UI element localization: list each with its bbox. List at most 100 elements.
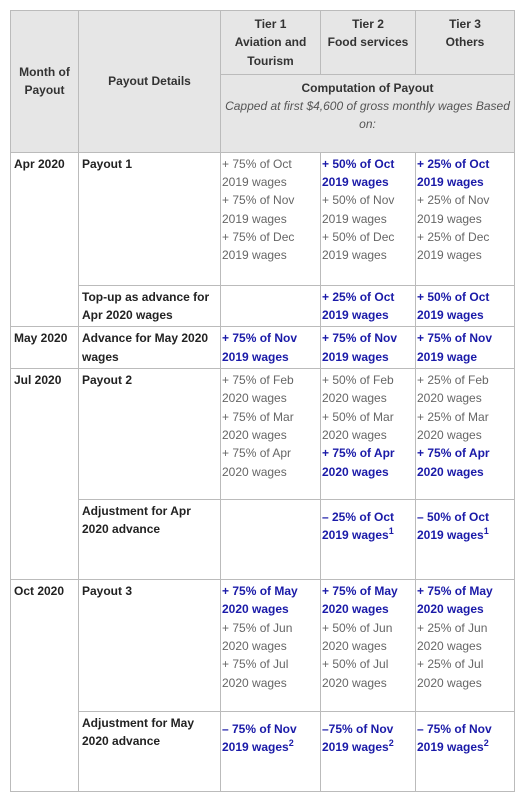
- line-text: + 75% of May 2020 wages: [322, 584, 398, 617]
- footnote-ref: 2: [288, 738, 294, 749]
- payout-line: + 25% of Jun 2020 wages: [417, 619, 511, 656]
- tier-cell: + 50% of Feb 2020 wages + 50% of Mar 2020…: [320, 368, 416, 501]
- line-text: + 25% of Mar 2020 wages: [417, 409, 489, 442]
- tier: Tier 3: [449, 17, 481, 31]
- table-row: Jul 2020 Payout 2 + 75% of Feb 2020 wages +…: [10, 368, 515, 581]
- payout-line: + 25% of Oct 2019 wages: [417, 155, 511, 192]
- line-text: + 25% of Jun 2020 wages: [417, 620, 488, 653]
- payout-line: + 25% of Oct 2019 wages: [322, 288, 412, 325]
- line-text: + 75% of May 2020 wages: [417, 584, 493, 617]
- tier-cell: + 75% of Feb 2020 wages + 75% of Mar 2020…: [220, 368, 321, 501]
- payout-details: Adjustment for Apr 2020 advance: [78, 499, 221, 581]
- line-text: + 75% of Jul 2020 wages: [222, 657, 289, 690]
- line-text: + 75% of May 2020 wages: [222, 584, 298, 617]
- payout-details: Adjustment for May 2020 advance: [78, 711, 221, 793]
- line-text: + 50% of Feb 2020 wages: [322, 373, 394, 406]
- month: Jul 2020: [10, 368, 79, 581]
- footnote-ref: 2: [388, 738, 394, 749]
- table-row: Apr 2020 Payout 1 + 75% of Oct 2019 wages +…: [10, 151, 515, 328]
- payout-line: + 75% of Mar 2020 wages: [222, 408, 317, 445]
- tier-cell: + 75% of Nov 2019 wage: [415, 326, 515, 370]
- tier-header: Tier 2 Food services: [320, 10, 416, 75]
- payout-line: + 50% of Oct 2019 wages: [322, 155, 412, 192]
- month: May 2020: [10, 326, 79, 370]
- payout-line: + 50% of Mar 2020 wages: [322, 408, 412, 445]
- tier-cell: + 75% of May 2020 wages + 25% of Jun 2020…: [415, 579, 515, 713]
- table-row: Oct 2020 Payout 3 + 75% of May 2020 wages +…: [10, 579, 515, 793]
- line-text: + 25% of Oct 2019 wages: [322, 289, 395, 323]
- payout-line: + 25% of Jul 2020 wages: [417, 655, 511, 692]
- tier-cell: + 50% of Oct 2019 wages: [415, 284, 515, 328]
- line-text: + 25% of Feb 2020 wages: [417, 373, 489, 406]
- line-text: – 25% of Oct 2019 wages: [322, 510, 395, 543]
- payout-line: + 75% of Jun 2020 wages: [222, 619, 317, 656]
- line-text: + 50% of Dec 2019 wages: [322, 230, 395, 263]
- payout-line: + 50% of Jul 2020 wages: [322, 655, 412, 692]
- line-text: + 75% of Nov 2019 wages: [222, 193, 295, 226]
- payout-details: Advance for May 2020 wages: [78, 326, 221, 370]
- payout-line: + 25% of Mar 2020 wages: [417, 408, 511, 445]
- footnote-ref: 1: [483, 526, 489, 537]
- tier: Tier 2: [352, 17, 384, 31]
- table-row: Top-up as advance for Apr 2020 wages + 25…: [11, 284, 515, 328]
- month: Oct 2020: [10, 579, 79, 793]
- payout-line: + 75% of Feb 2020 wages: [222, 371, 317, 408]
- tier-cell: + 50% of Oct 2019 wages + 50% of Nov 2019…: [320, 151, 416, 286]
- payout-line: –75% of Nov 2019 wages2: [322, 720, 412, 757]
- computation-header: Computation of Payout Capped at first $4,…: [220, 73, 515, 153]
- tier-cell: – 25% of Oct 2019 wages1: [320, 499, 416, 581]
- payout-line: – 50% of Oct 2019 wages1: [417, 508, 511, 545]
- line-text: + 75% of Dec 2019 wages: [222, 230, 295, 263]
- tier-cell: –75% of Nov 2019 wages2: [320, 711, 416, 793]
- tier-cell: + 75% of May 2020 wages + 50% of Jun 2020…: [320, 579, 416, 713]
- payout-line: – 75% of Nov 2019 wages2: [222, 720, 317, 757]
- tier-cell: + 75% of Nov 2019 wages: [320, 326, 416, 370]
- line-text: + 75% of Oct 2019 wages: [222, 156, 292, 190]
- line-text: + 75% of Apr 2020 wages: [417, 446, 490, 479]
- payout-line: + 75% of May 2020 wages: [417, 582, 511, 619]
- month-header: Month of Payout: [10, 10, 79, 153]
- payout-line: + 25% of Nov 2019 wages: [417, 191, 511, 228]
- line-text: + 50% of Oct 2019 wages: [417, 289, 490, 323]
- payout-line: + 25% of Feb 2020 wages: [417, 371, 511, 408]
- payout-line: + 75% of Apr 2020 wages: [417, 444, 511, 481]
- line-text: – 50% of Oct 2019 wages: [417, 510, 490, 543]
- table-row: May 2020 Advance for May 2020 wages + 75% …: [10, 326, 515, 370]
- sector: Food services: [327, 35, 409, 50]
- line-text: + 75% of Apr 2020 wages: [222, 446, 292, 479]
- line-text: + 25% of Jul 2020 wages: [417, 657, 484, 690]
- tier-header: Tier 1 Aviation and Tourism: [220, 10, 321, 75]
- line-text: + 75% of Mar 2020 wages: [222, 409, 294, 442]
- payout-line: + 25% of Dec 2019 wages: [417, 228, 511, 265]
- line-text: + 75% of Feb 2020 wages: [222, 373, 294, 406]
- line-text: + 25% of Oct 2019 wages: [417, 156, 490, 190]
- line-text: + 75% of Nov 2019 wages: [222, 331, 298, 364]
- tier-cell: – 50% of Oct 2019 wages1: [415, 499, 515, 581]
- payout-details: Payout 2: [78, 368, 221, 501]
- payout-line: + 75% of May 2020 wages: [222, 582, 317, 619]
- line-text: + 75% of Nov 2019 wage: [417, 331, 493, 364]
- computation-title: Computation of Payout: [301, 80, 434, 95]
- payout-line: + 75% of Jul 2020 wages: [222, 655, 317, 692]
- line-text: + 75% of Jun 2020 wages: [222, 620, 293, 653]
- payout-line: + 75% of May 2020 wages: [322, 582, 412, 619]
- tier: Tier 1: [254, 17, 287, 31]
- payout-line: + 50% of Oct 2019 wages: [417, 288, 511, 325]
- table-row: Adjustment for May 2020 advance – 75% of …: [11, 711, 515, 793]
- payout-details: Payout 1: [78, 151, 221, 286]
- tier-cell: [220, 284, 321, 328]
- tier-cell: + 25% of Oct 2019 wages: [320, 284, 416, 328]
- line-text: + 25% of Dec 2019 wages: [417, 230, 490, 263]
- payout-details: Payout 3: [78, 579, 221, 713]
- payout-line: + 75% of Dec 2019 wages: [222, 228, 317, 265]
- tier-header: Tier 3 Others: [415, 10, 515, 75]
- payout-line: + 75% of Apr 2020 wages: [222, 444, 317, 481]
- payout-line: – 75% of Nov 2019 wages2: [417, 720, 511, 757]
- line-text: + 75% of Nov 2019 wages: [322, 331, 398, 364]
- line-text: + 50% of Jun 2020 wages: [322, 620, 393, 653]
- table-row: Adjustment for Apr 2020 advance – 25% of …: [11, 499, 515, 581]
- line-text: + 50% of Mar 2020 wages: [322, 409, 394, 442]
- line-text: –75% of Nov 2019 wages: [322, 722, 394, 755]
- payout-line: + 50% of Dec 2019 wages: [322, 228, 412, 265]
- line-text: – 75% of Nov 2019 wages: [222, 722, 297, 755]
